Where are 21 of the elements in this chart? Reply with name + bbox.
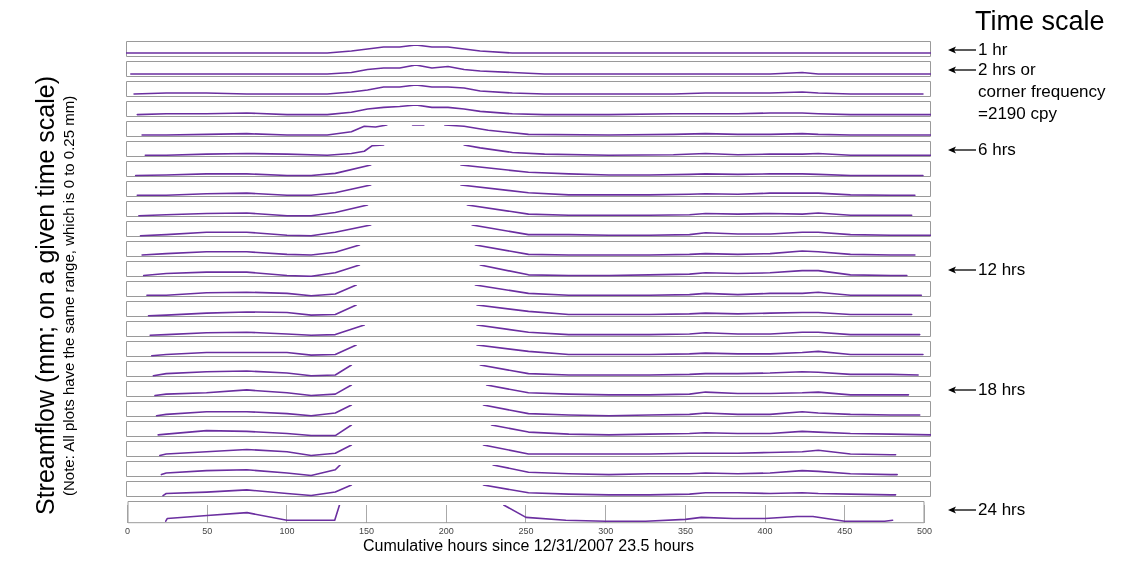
text: 12 hrs xyxy=(978,259,1026,281)
x-tick-label: 450 xyxy=(837,526,853,537)
x-axis-title: Cumulative hours since 12/31/2007 23.5 hours xyxy=(362,537,695,555)
text: 6 hrs xyxy=(978,139,1016,161)
x-tick-label: 300 xyxy=(598,526,614,537)
x-tick-label: 0 xyxy=(124,526,131,537)
text: 2 hrs or corner frequency =2190 cpy xyxy=(978,59,1106,125)
x-tick-label: 100 xyxy=(279,526,295,537)
text: 18 hrs xyxy=(978,379,1026,401)
y-axis-title: Streamflow (mm; on a given time scale) xyxy=(31,75,60,517)
x-tick-label: 150 xyxy=(359,526,375,537)
x-tick-label: 500 xyxy=(916,526,933,537)
text: 24 hrs xyxy=(978,499,1026,521)
x-tick-label: 50 xyxy=(202,526,213,537)
x-tick-label: 250 xyxy=(518,526,534,537)
text: (Note: All plots have the same range, which is 0 to 0.25 mm) xyxy=(60,94,77,498)
x-tick-label: 350 xyxy=(677,526,693,537)
x-tick-label: 400 xyxy=(757,526,773,537)
x-tick-label: 200 xyxy=(438,526,454,537)
legend-title: Time scale xyxy=(975,7,1105,37)
text: 1 hr xyxy=(978,39,1008,61)
